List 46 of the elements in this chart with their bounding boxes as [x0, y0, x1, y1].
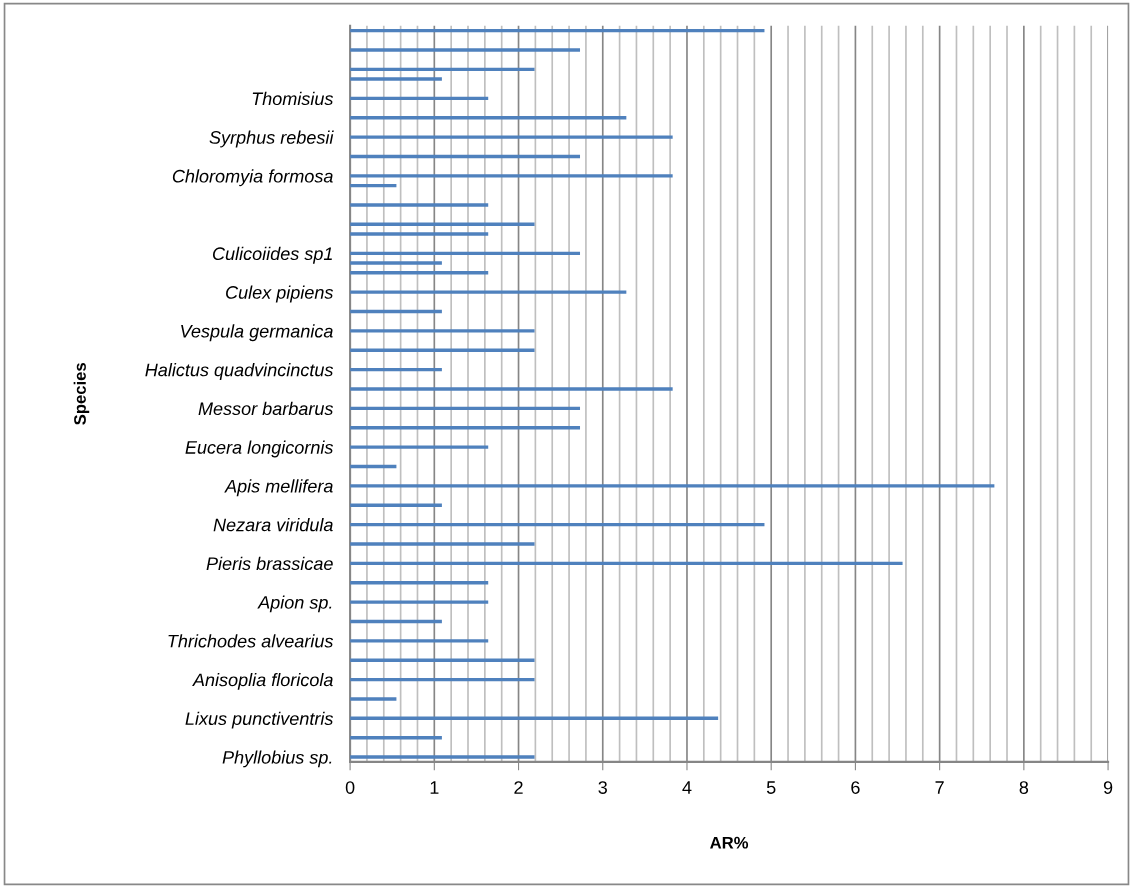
y-tick-label: Pieris brassicae: [206, 556, 333, 571]
x-tick-label: 0: [345, 781, 355, 794]
bar: [350, 290, 627, 294]
y-tick-label: Anisoplia floricola: [192, 673, 333, 690]
bar: [350, 755, 535, 759]
x-tick-label: 7: [935, 781, 944, 794]
bar: [350, 542, 535, 546]
y-tick-label: Halictus quadvincinctus: [145, 363, 334, 380]
bar: [350, 232, 489, 236]
x-tick-label: 4: [682, 781, 692, 794]
y-tick-label: Apis mellifera: [224, 479, 333, 497]
y-tick-label: Phyllobius sp.: [222, 750, 332, 768]
y-tick-label: Messor barbarus: [198, 401, 334, 416]
y-tick-label: Chloromyia formosa: [172, 169, 333, 187]
bar: [350, 445, 489, 449]
y-tick-label: Culicoiides sp1: [213, 246, 332, 264]
y-tick-label: Culex pipiens: [226, 285, 334, 303]
y-tick-label: Apion sp.: [257, 595, 332, 613]
x-tick-label: 3: [598, 781, 607, 794]
bar: [350, 329, 535, 333]
y-tick-label: Eucera longicornis: [185, 440, 334, 458]
y-tick-label: Thrichodes alvearius: [168, 634, 334, 648]
x-tick-label: 1: [430, 781, 439, 794]
y-tick-label: Lixus punctiventris: [185, 711, 334, 729]
y-axis-title: Species: [73, 363, 90, 425]
x-tick-label: 2: [514, 781, 523, 794]
bar: [350, 77, 442, 81]
x-tick-label: 9: [1103, 781, 1113, 794]
bar: [350, 261, 442, 265]
bar: [350, 639, 489, 643]
bar: [350, 135, 673, 139]
bar: [350, 203, 489, 207]
bar: [350, 697, 397, 701]
bar: [350, 48, 581, 52]
x-tick-label: 6: [851, 781, 860, 794]
y-tick-label: Nezara viridula: [213, 518, 333, 532]
x-axis-title: AR%: [710, 836, 749, 849]
bar: [350, 484, 995, 488]
bar: [350, 600, 489, 604]
x-tick-label: 5: [766, 781, 776, 794]
bar: [350, 387, 673, 391]
x-tick-label: 8: [1019, 781, 1029, 794]
y-tick-label: Thomisius: [252, 91, 334, 106]
y-tick-label: Syrphus rebesii: [209, 130, 334, 148]
y-tick-label: Vespula germanica: [181, 324, 333, 342]
bar: [350, 174, 673, 178]
